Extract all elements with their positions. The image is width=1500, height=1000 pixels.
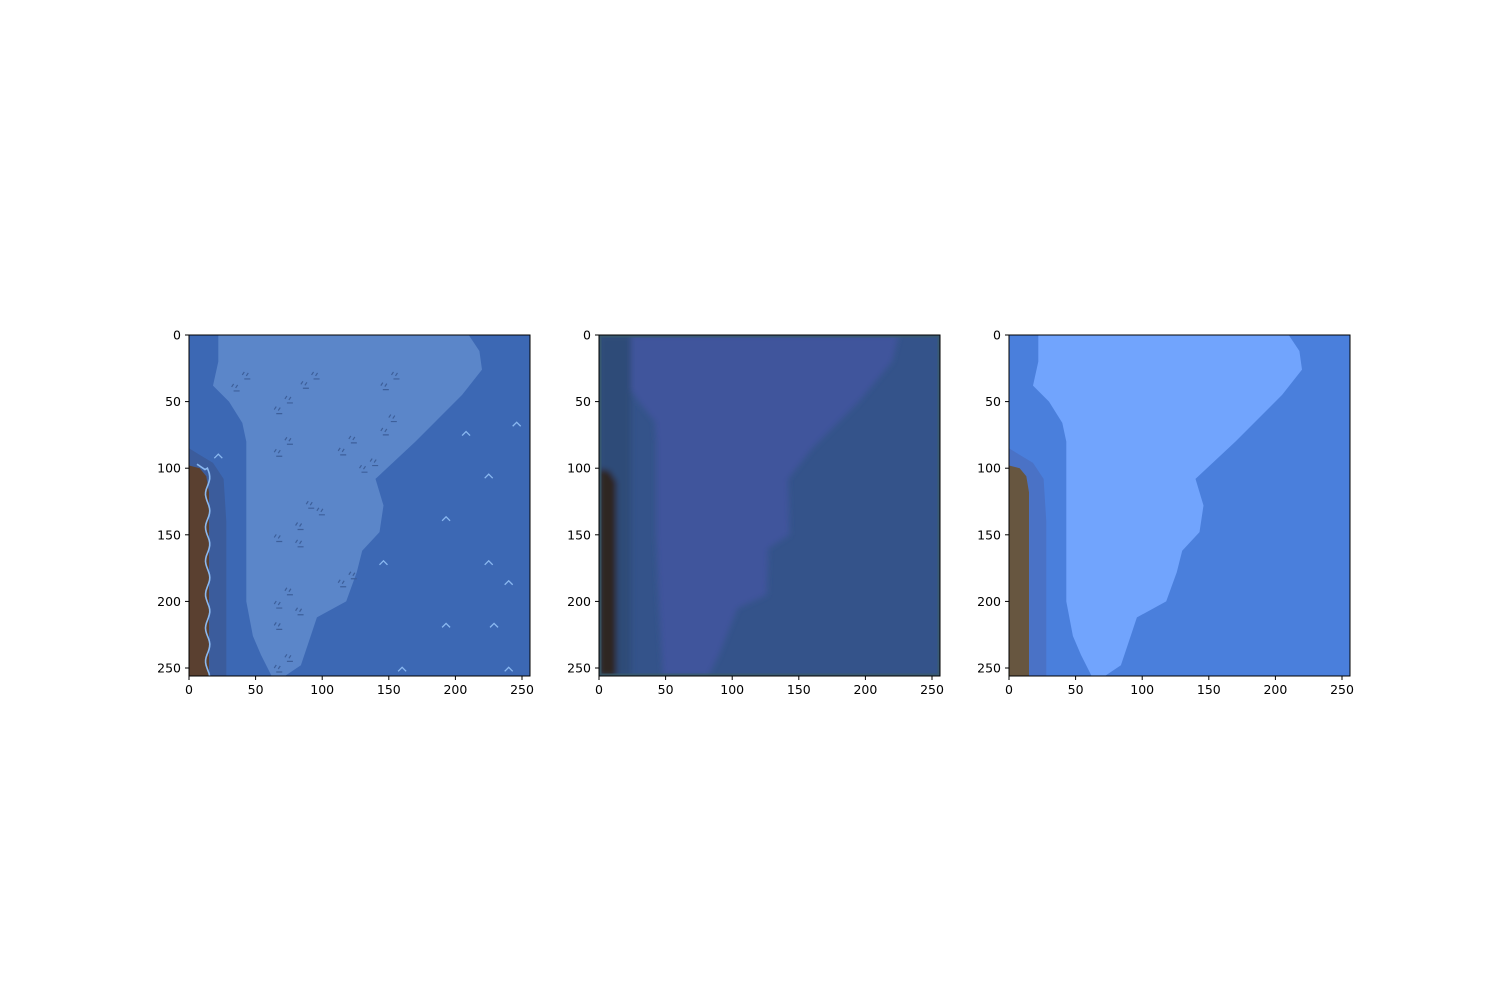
reed-mark [273, 600, 283, 609]
y-tick-label: 50 [165, 394, 181, 409]
shallow-water-region [1033, 335, 1302, 676]
wave-mark [397, 666, 407, 672]
x-tick-label: 200 [443, 682, 467, 697]
x-tick-label: 0 [595, 682, 603, 697]
wave-mark [489, 622, 499, 628]
reed-mark [316, 507, 325, 516]
reed-mark [348, 435, 357, 444]
reed-mark [273, 448, 283, 457]
reed-mark [305, 500, 315, 509]
wave-mark [461, 430, 471, 437]
reed-mark [273, 406, 283, 415]
land-region [1009, 465, 1029, 676]
reed-mark [380, 427, 389, 436]
reed-mark [273, 622, 283, 630]
original-map-panel: 0 50 100 150 200 250 0 50 100 150 200 250 [157, 328, 534, 698]
x-tick-label: 100 [720, 682, 744, 697]
reed-mark [388, 414, 397, 423]
x-tick-label: 150 [377, 682, 401, 697]
y-tick-label: 150 [977, 527, 1001, 542]
x-tick-label: 50 [658, 682, 674, 697]
wave-mark [213, 453, 223, 459]
y-tick-label: 100 [977, 461, 1001, 476]
y-tick-label: 200 [567, 594, 591, 609]
segmentation-map-panel: 0 50 100 150 200 250 0 50 100 150 200 250 [977, 328, 1354, 698]
y-tick-label: 50 [985, 394, 1001, 409]
wave-mark [441, 622, 451, 628]
reed-mark [284, 436, 293, 445]
x-tick-label: 150 [787, 682, 811, 697]
y-tick-label: 0 [173, 328, 181, 343]
x-tick-label: 0 [1005, 682, 1013, 697]
wave-mark [504, 579, 514, 586]
land-region [189, 465, 209, 676]
reed-mark [273, 664, 283, 673]
reed-mark [311, 371, 320, 380]
reed-mark [348, 571, 357, 580]
reed-mark [231, 383, 240, 392]
wave-mark [512, 421, 522, 427]
x-tick-label: 50 [1068, 682, 1084, 697]
y-tick-label: 100 [157, 461, 181, 476]
y-tick-label: 0 [993, 328, 1001, 343]
x-tick-label: 0 [185, 682, 193, 697]
map-image [599, 335, 940, 676]
x-tick-label: 200 [1263, 682, 1287, 697]
reed-mark [273, 534, 283, 543]
axes-frame [598, 334, 941, 677]
x-tick-label: 250 [510, 682, 534, 697]
y-tick-label: 150 [157, 527, 181, 542]
map-image [1009, 335, 1350, 676]
reed-mark [369, 458, 379, 467]
y-tick-label: 250 [567, 661, 591, 676]
shallow-water-region [213, 335, 482, 676]
wave-mark [379, 559, 388, 566]
y-tick-label: 50 [575, 394, 591, 409]
x-tick-label: 150 [1197, 682, 1221, 697]
map-image [189, 335, 530, 676]
wave-mark [484, 473, 494, 479]
reed-mark [284, 654, 293, 662]
blurred-map-panel: 0 50 100 150 200 250 0 50 100 150 200 250 [567, 328, 944, 698]
reed-mark [295, 522, 304, 531]
reed-mark [359, 464, 368, 473]
coastline [196, 463, 211, 676]
x-tick-label: 250 [1330, 682, 1354, 697]
land-region [599, 468, 617, 676]
y-tick-label: 150 [567, 527, 591, 542]
reed-mark [337, 447, 347, 456]
y-tick-label: 250 [157, 661, 181, 676]
reed-mark [284, 587, 293, 596]
y-tick-label: 200 [977, 594, 1001, 609]
reed-mark [390, 371, 400, 380]
reed-mark [295, 607, 304, 616]
y-tick-label: 250 [977, 661, 1001, 676]
y-tick-label: 100 [567, 461, 591, 476]
y-tick-label: 200 [157, 594, 181, 609]
x-tick-label: 100 [1130, 682, 1154, 697]
x-tick-label: 250 [920, 682, 944, 697]
reed-mark [380, 382, 389, 391]
x-tick-label: 100 [310, 682, 334, 697]
x-tick-label: 200 [853, 682, 877, 697]
y-tick-label: 0 [583, 328, 591, 343]
reed-mark [295, 539, 304, 548]
reed-mark [284, 395, 293, 404]
reed-mark [300, 380, 309, 389]
x-tick-label: 50 [248, 682, 264, 697]
reed-mark [241, 371, 251, 380]
shallow-water-region [628, 335, 899, 676]
wave-mark [504, 666, 514, 672]
wave-mark [484, 559, 494, 566]
axes-frame [1008, 334, 1351, 677]
wave-mark [441, 515, 451, 522]
axes-frame [188, 334, 531, 677]
reed-mark [337, 579, 347, 588]
